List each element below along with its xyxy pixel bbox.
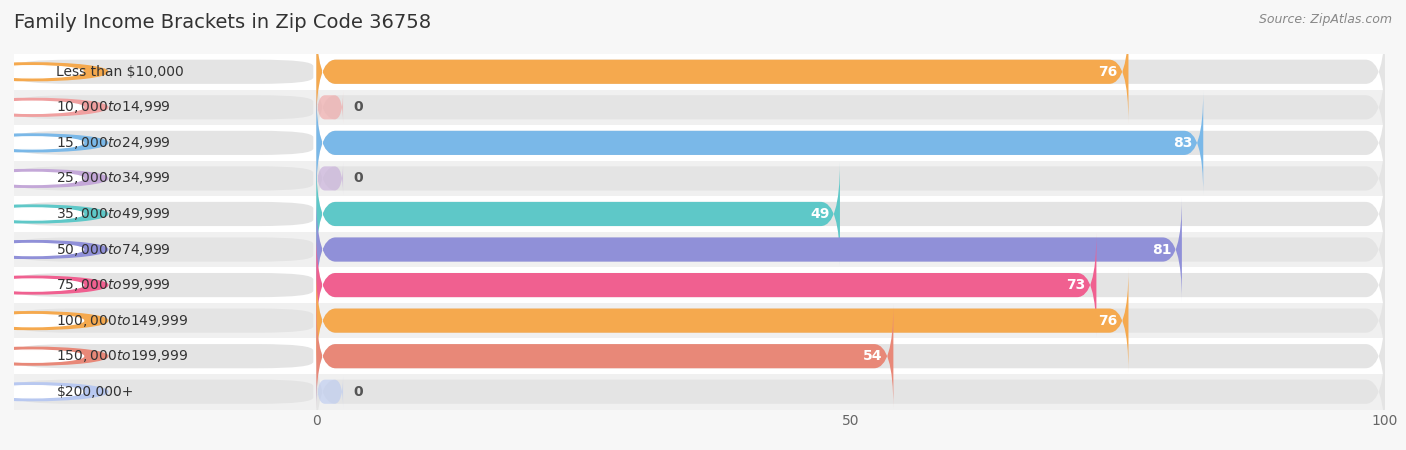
Circle shape (0, 243, 83, 256)
Text: 83: 83 (1173, 136, 1192, 150)
FancyBboxPatch shape (14, 196, 316, 232)
FancyBboxPatch shape (316, 196, 1385, 232)
Circle shape (0, 241, 108, 258)
Circle shape (0, 137, 83, 149)
FancyBboxPatch shape (17, 202, 314, 226)
Circle shape (0, 205, 108, 223)
FancyBboxPatch shape (316, 269, 1129, 373)
Circle shape (0, 134, 108, 152)
FancyBboxPatch shape (316, 55, 1385, 159)
FancyBboxPatch shape (316, 232, 1385, 267)
FancyBboxPatch shape (316, 162, 1385, 266)
FancyBboxPatch shape (14, 338, 316, 374)
FancyBboxPatch shape (14, 303, 316, 338)
Circle shape (0, 383, 108, 400)
FancyBboxPatch shape (17, 273, 314, 297)
Circle shape (0, 315, 83, 327)
Text: $100,000 to $149,999: $100,000 to $149,999 (56, 313, 188, 328)
FancyBboxPatch shape (316, 304, 893, 408)
Text: 0: 0 (354, 171, 363, 185)
Circle shape (0, 63, 108, 81)
FancyBboxPatch shape (316, 198, 1385, 302)
FancyBboxPatch shape (14, 232, 316, 267)
FancyBboxPatch shape (316, 90, 1385, 125)
Circle shape (0, 66, 83, 78)
Text: $50,000 to $74,999: $50,000 to $74,999 (56, 242, 172, 257)
Circle shape (0, 99, 108, 116)
FancyBboxPatch shape (14, 90, 316, 125)
Circle shape (0, 276, 108, 294)
Text: 76: 76 (1098, 65, 1118, 79)
Text: 81: 81 (1152, 243, 1171, 256)
Text: Less than $10,000: Less than $10,000 (56, 65, 184, 79)
FancyBboxPatch shape (17, 166, 314, 190)
FancyBboxPatch shape (316, 198, 1182, 302)
FancyBboxPatch shape (316, 338, 1385, 374)
Text: 76: 76 (1098, 314, 1118, 328)
Text: $200,000+: $200,000+ (56, 385, 134, 399)
Text: 0: 0 (354, 100, 363, 114)
Circle shape (0, 170, 108, 187)
FancyBboxPatch shape (316, 126, 1385, 230)
FancyBboxPatch shape (17, 380, 314, 404)
Text: $25,000 to $34,999: $25,000 to $34,999 (56, 171, 172, 186)
FancyBboxPatch shape (316, 375, 343, 408)
Text: 54: 54 (863, 349, 883, 363)
Circle shape (0, 208, 83, 220)
FancyBboxPatch shape (14, 161, 316, 196)
FancyBboxPatch shape (14, 125, 316, 161)
FancyBboxPatch shape (316, 303, 1385, 338)
Circle shape (0, 347, 108, 365)
Circle shape (0, 386, 83, 398)
FancyBboxPatch shape (316, 91, 1204, 195)
FancyBboxPatch shape (17, 95, 314, 119)
FancyBboxPatch shape (316, 269, 1385, 373)
Text: Source: ZipAtlas.com: Source: ZipAtlas.com (1258, 14, 1392, 27)
FancyBboxPatch shape (14, 54, 316, 90)
Circle shape (0, 312, 108, 329)
FancyBboxPatch shape (316, 340, 1385, 444)
FancyBboxPatch shape (316, 91, 343, 124)
FancyBboxPatch shape (14, 374, 316, 410)
Text: Family Income Brackets in Zip Code 36758: Family Income Brackets in Zip Code 36758 (14, 14, 432, 32)
FancyBboxPatch shape (316, 161, 1385, 196)
FancyBboxPatch shape (316, 233, 1097, 337)
Text: $15,000 to $24,999: $15,000 to $24,999 (56, 135, 172, 151)
FancyBboxPatch shape (14, 267, 316, 303)
Text: 49: 49 (810, 207, 830, 221)
FancyBboxPatch shape (316, 91, 1385, 195)
Text: $35,000 to $49,999: $35,000 to $49,999 (56, 206, 172, 222)
FancyBboxPatch shape (316, 20, 1385, 124)
FancyBboxPatch shape (316, 162, 839, 266)
FancyBboxPatch shape (316, 304, 1385, 408)
FancyBboxPatch shape (316, 125, 1385, 161)
FancyBboxPatch shape (17, 344, 314, 368)
FancyBboxPatch shape (17, 60, 314, 84)
Text: $150,000 to $199,999: $150,000 to $199,999 (56, 348, 188, 364)
Text: $10,000 to $14,999: $10,000 to $14,999 (56, 99, 172, 115)
FancyBboxPatch shape (316, 374, 1385, 410)
Text: $75,000 to $99,999: $75,000 to $99,999 (56, 277, 172, 293)
Text: 0: 0 (354, 385, 363, 399)
Circle shape (0, 172, 83, 184)
Text: 73: 73 (1067, 278, 1085, 292)
Circle shape (0, 101, 83, 113)
FancyBboxPatch shape (17, 131, 314, 155)
FancyBboxPatch shape (316, 162, 343, 195)
Circle shape (0, 279, 83, 291)
FancyBboxPatch shape (316, 233, 1385, 337)
Circle shape (0, 350, 83, 362)
FancyBboxPatch shape (17, 309, 314, 333)
FancyBboxPatch shape (316, 267, 1385, 303)
FancyBboxPatch shape (316, 54, 1385, 90)
FancyBboxPatch shape (17, 238, 314, 261)
FancyBboxPatch shape (316, 20, 1129, 124)
